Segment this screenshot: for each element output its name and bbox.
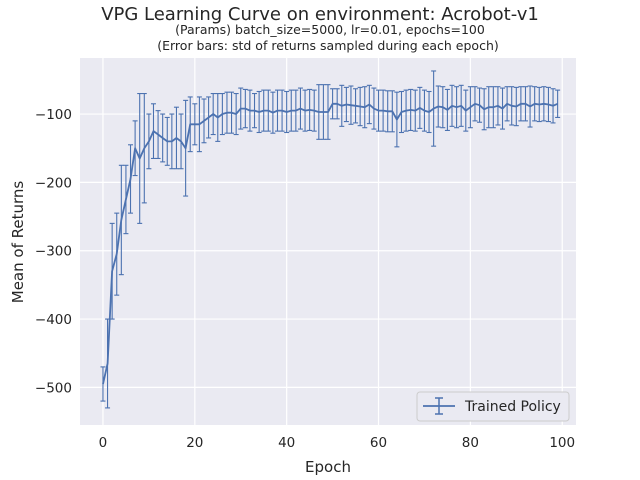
series-line-trained-policy (102, 102, 558, 385)
x-tick-label: 40 (278, 435, 295, 451)
x-axis-label: Epoch (305, 458, 351, 476)
x-tick-label: 100 (549, 435, 575, 451)
chart-subtitle-line-1: (Params) batch_size=5000, lr=0.01, epoch… (175, 22, 485, 37)
error-bar (100, 366, 106, 402)
y-tick-label: −400 (35, 312, 72, 328)
x-tick-label: 20 (186, 435, 203, 451)
legend-marker (423, 397, 455, 415)
y-tick-label: −500 (35, 380, 72, 396)
y-tick-label: −300 (35, 244, 72, 260)
legend-box (416, 391, 570, 422)
x-tick-label: 60 (370, 435, 387, 451)
error-bar (555, 89, 561, 119)
chart-title: VPG Learning Curve on environment: Acrob… (101, 4, 539, 25)
x-tick-labels: 0 20 40 60 80 100 (99, 435, 575, 451)
y-tick-label: −200 (35, 175, 72, 191)
x-tick-label: 80 (462, 435, 479, 451)
chart-subtitle-line-2: (Error bars: std of returns sampled duri… (157, 38, 499, 53)
y-tick-label: −100 (35, 107, 72, 123)
y-tick-labels: −500 −400 −300 −200 −100 (35, 107, 72, 396)
x-tick-label: 0 (99, 435, 108, 451)
y-axis-label: Mean of Returns (9, 181, 27, 304)
legend-label-trained-policy: Trained Policy (464, 399, 561, 415)
legend: Trained Policy (416, 391, 570, 422)
